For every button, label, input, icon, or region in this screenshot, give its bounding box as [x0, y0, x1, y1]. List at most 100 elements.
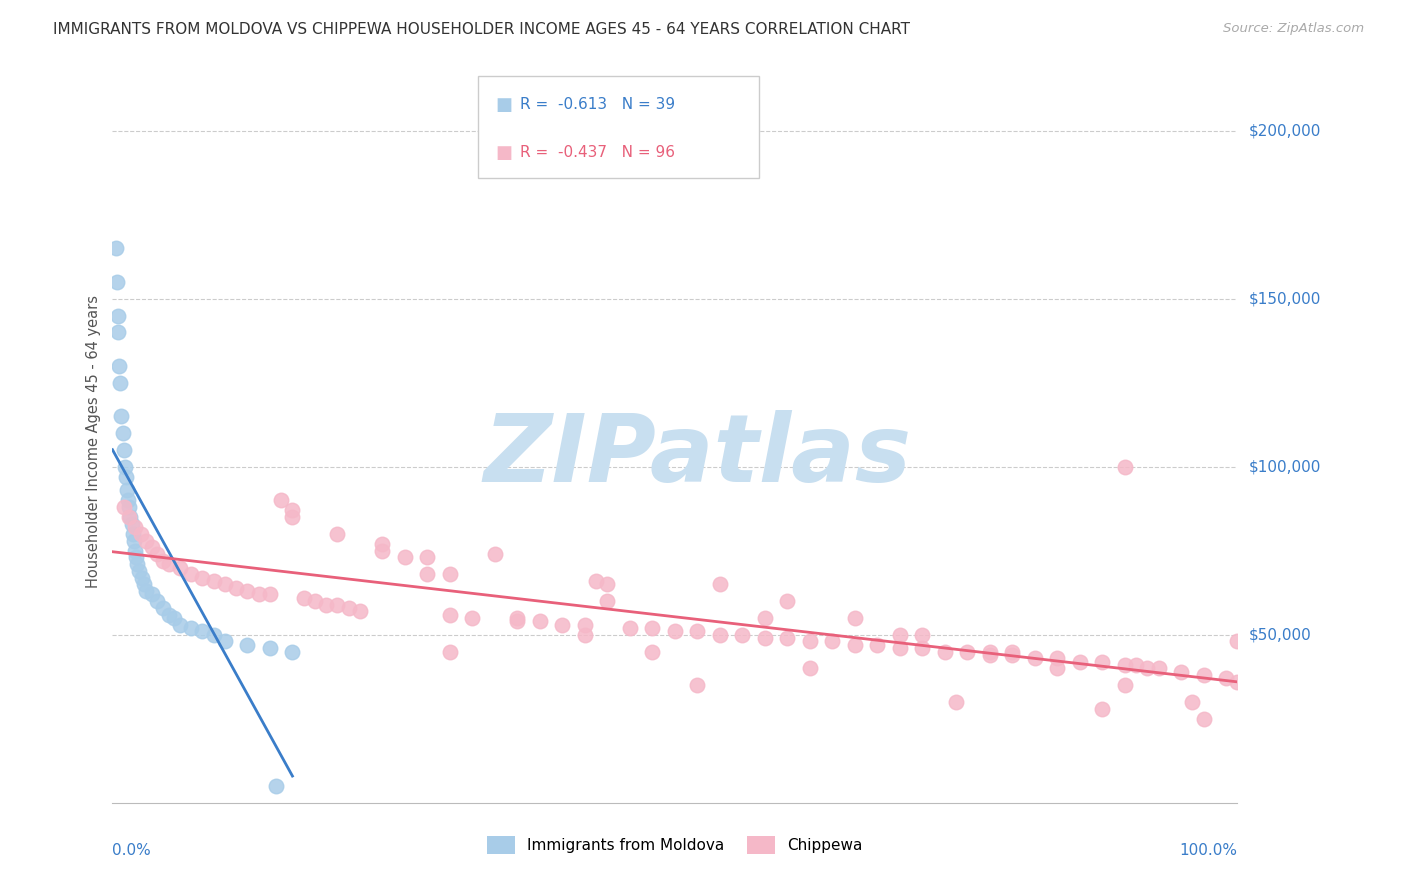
Point — [1215, 672, 1237, 686]
Point — [889, 641, 911, 656]
Point — [979, 648, 1001, 662]
Point — [484, 547, 506, 561]
Point — [1114, 459, 1136, 474]
Point — [225, 581, 247, 595]
Point — [349, 604, 371, 618]
Point — [146, 594, 169, 608]
Point — [118, 500, 141, 514]
Point — [163, 611, 186, 625]
Text: ■: ■ — [495, 144, 512, 161]
Point — [934, 644, 956, 658]
Point — [1125, 658, 1147, 673]
Text: 100.0%: 100.0% — [1180, 843, 1237, 857]
Point — [236, 584, 259, 599]
Point — [641, 621, 664, 635]
Text: ZIPatlas: ZIPatlas — [484, 410, 911, 502]
Point — [1001, 648, 1024, 662]
Point — [956, 644, 979, 658]
Point — [281, 503, 304, 517]
Point — [118, 510, 141, 524]
Text: $50,000: $50,000 — [1249, 627, 1312, 642]
Y-axis label: Householder Income Ages 45 - 64 years: Householder Income Ages 45 - 64 years — [86, 295, 101, 588]
Point — [120, 510, 142, 524]
Point — [844, 638, 866, 652]
Point — [911, 628, 934, 642]
Point — [157, 558, 180, 572]
Point — [844, 611, 866, 625]
Point — [506, 611, 529, 625]
Point — [114, 459, 136, 474]
Point — [191, 624, 214, 639]
Point — [1147, 661, 1170, 675]
Point — [619, 621, 641, 635]
Point — [664, 624, 686, 639]
Point — [979, 644, 1001, 658]
Point — [911, 641, 934, 656]
Point — [146, 547, 169, 561]
Point — [889, 628, 911, 642]
Point — [776, 594, 799, 608]
Text: R =  -0.437   N = 96: R = -0.437 N = 96 — [520, 145, 675, 161]
Point — [108, 359, 131, 373]
Point — [152, 600, 174, 615]
Point — [866, 638, 889, 652]
Text: $100,000: $100,000 — [1249, 459, 1320, 475]
Point — [135, 533, 157, 548]
Point — [1046, 661, 1069, 675]
Point — [202, 574, 225, 588]
Point — [1069, 655, 1091, 669]
Point — [115, 470, 138, 484]
Point — [117, 493, 139, 508]
Point — [641, 644, 664, 658]
Point — [709, 628, 731, 642]
Text: Source: ZipAtlas.com: Source: ZipAtlas.com — [1223, 22, 1364, 36]
Point — [709, 577, 731, 591]
Point — [236, 638, 259, 652]
Point — [169, 560, 191, 574]
Point — [104, 241, 127, 255]
Point — [180, 567, 202, 582]
Point — [180, 621, 202, 635]
Point — [128, 564, 150, 578]
Point — [259, 587, 281, 601]
Point — [121, 516, 143, 531]
Point — [214, 634, 236, 648]
Point — [281, 644, 304, 658]
Point — [754, 631, 776, 645]
Text: ■: ■ — [495, 95, 512, 113]
Point — [337, 600, 360, 615]
Point — [191, 571, 214, 585]
Point — [112, 500, 135, 514]
Point — [371, 543, 394, 558]
Point — [1192, 712, 1215, 726]
Point — [776, 631, 799, 645]
Point — [1192, 668, 1215, 682]
Point — [461, 611, 484, 625]
Point — [259, 641, 281, 656]
Point — [596, 594, 619, 608]
Point — [1226, 674, 1249, 689]
Point — [731, 628, 754, 642]
Point — [1114, 658, 1136, 673]
Point — [129, 527, 152, 541]
Point — [270, 493, 292, 508]
Point — [326, 527, 349, 541]
Point — [107, 326, 129, 340]
Point — [122, 533, 145, 548]
Point — [799, 661, 821, 675]
Text: $200,000: $200,000 — [1249, 123, 1320, 138]
Point — [686, 678, 709, 692]
Text: $150,000: $150,000 — [1249, 291, 1320, 306]
Point — [1136, 661, 1159, 675]
Point — [574, 617, 596, 632]
Point — [110, 376, 132, 390]
Point — [1170, 665, 1192, 679]
Point — [112, 442, 135, 457]
Point — [111, 426, 134, 441]
Point — [1226, 634, 1249, 648]
Point — [1114, 678, 1136, 692]
Point — [439, 607, 461, 622]
Point — [394, 550, 416, 565]
Point — [1091, 702, 1114, 716]
Point — [214, 577, 236, 591]
